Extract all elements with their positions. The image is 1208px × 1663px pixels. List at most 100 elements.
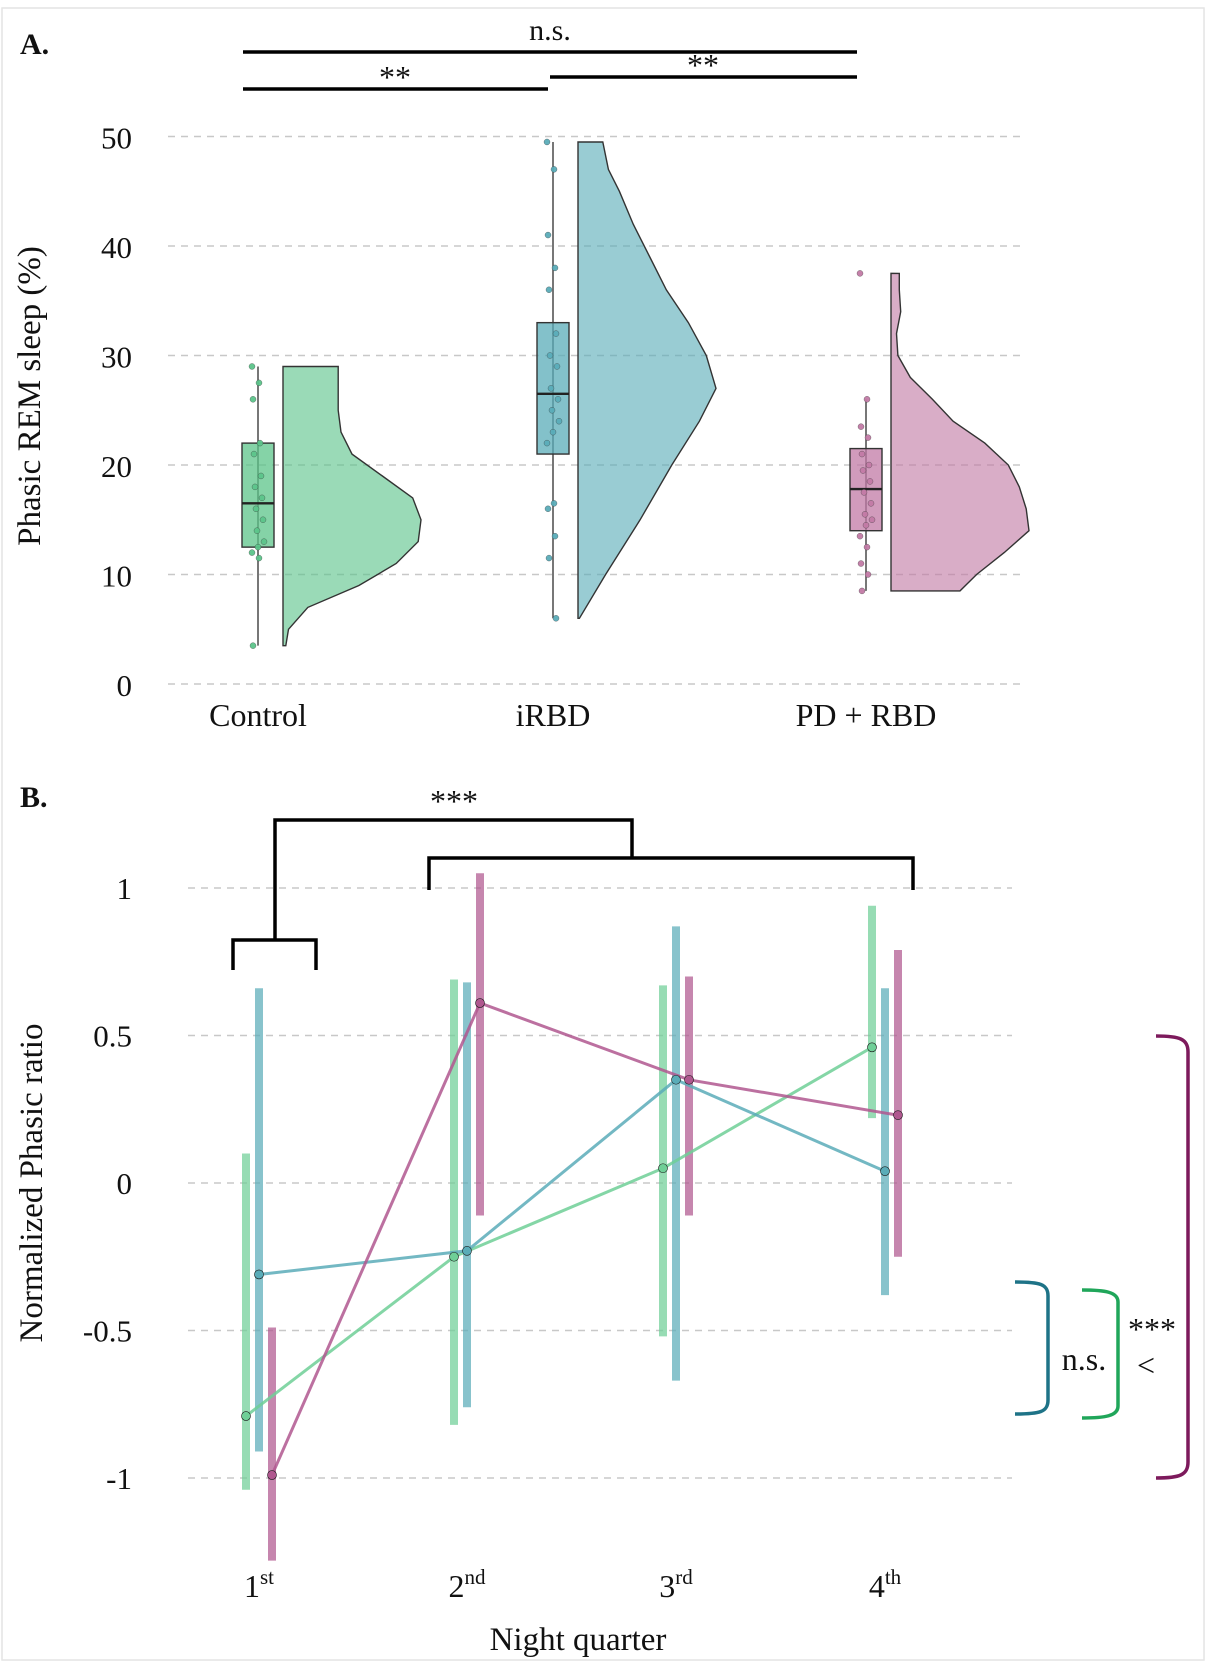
data-point [546,352,554,359]
panel-b-points [241,998,903,1480]
bracket-irbd-pdrbd-label: ** [687,47,719,83]
data-point [543,138,551,146]
data-point [551,264,559,272]
data-point [544,231,552,239]
a-y-tick-label: 20 [101,449,132,484]
panel-b: B. 1 0.5 0 -0.5 -1 Normalized Phasic ratio 1… [14,781,1190,1658]
series-line [270,1001,899,1476]
a-y-tick-label: 0 [117,668,133,703]
panel-b-error-bars [242,873,902,1561]
data-point [251,483,259,491]
panel-b-series-lines [245,1001,899,1476]
panel-b-y-tick-labels: 1 0.5 0 -0.5 -1 [83,871,132,1496]
data-point [863,543,871,551]
box [241,442,275,548]
bracket-top-connector [273,818,634,940]
data-point [549,428,557,436]
a-y-tick-label: 10 [101,559,132,594]
data-point [857,560,865,567]
data-point [543,439,551,447]
data-point [858,587,866,595]
data-point [857,423,865,430]
data-point [552,615,560,622]
a-x-tick-label: PD + RBD [796,697,937,733]
a-y-tick-label: 40 [101,230,132,265]
significance-brackets-b: *** n.s. *** < [231,783,1190,1480]
series-line [245,1046,873,1418]
side-bracket-green [1081,1288,1120,1420]
series-point [671,1074,681,1085]
side-bracket-purple [1155,1034,1190,1480]
b-x-tick-label: 2nd [449,1565,487,1604]
data-point [856,270,864,277]
panel-a-y-axis-label: Phasic REM sleep (%) [12,246,48,546]
data-point [860,489,868,496]
data-point [253,527,261,534]
data-point [550,166,558,173]
data-point [255,379,263,387]
data-point [548,407,556,414]
group-2 [849,270,1030,595]
data-point [867,500,875,507]
bracket-ns-label: n.s. [529,14,571,47]
data-point [868,516,876,523]
bracket-control-irbd-label: ** [379,59,411,95]
data-point [550,500,558,507]
data-point [256,439,264,447]
a-x-tick-label: Control [209,697,307,733]
panel-b-y-axis-label: Normalized Phasic ratio [14,1024,50,1343]
series-point [449,1251,459,1262]
group-1 [536,138,717,622]
b-x-tick-label: 1st [244,1565,274,1604]
data-point [554,396,562,403]
data-point [859,467,867,474]
b-y-tick-label: -1 [106,1461,132,1496]
significance-brackets-a: n.s. ** ** [243,14,857,95]
data-point [248,363,256,370]
panel-a: A. 0 10 20 30 40 50 Phasic REM sleep (%) Cont… [12,14,1030,733]
data-point [547,385,555,392]
data-point [856,533,864,540]
a-y-tick-label: 30 [101,340,132,375]
group-0 [241,363,422,649]
a-y-tick-label: 50 [101,121,132,156]
density-cloud [890,272,1030,592]
density-cloud [282,365,422,647]
a-x-tick-label: iRBD [516,697,591,733]
panel-b-x-axis-label: Night quarter [490,1622,667,1658]
data-point [866,478,874,485]
data-point [252,505,260,512]
data-point [864,434,872,441]
data-point [254,543,262,551]
data-point [249,642,257,649]
data-point [545,286,553,293]
side-bracket-ns-label: n.s. [1062,1341,1106,1377]
series-point [254,1269,264,1280]
side-bracket-less-than-label: < [1137,1347,1155,1383]
bracket-top-label: *** [430,783,478,819]
data-point [260,538,268,545]
data-point [858,450,866,458]
data-point [250,450,258,458]
panel-a-x-tick-labels: Control iRBD PD + RBD [209,697,936,733]
panel-a-groups [241,138,1030,649]
data-point [255,554,263,562]
data-point [248,549,256,556]
series-point [475,998,485,1008]
panel-b-x-tick-labels: 1st 2nd 3rd 4th [244,1565,902,1604]
b-y-tick-label: 0.5 [93,1019,132,1054]
series-point [267,1470,277,1480]
side-bracket-teal [1014,1280,1050,1416]
data-point [258,494,266,502]
side-bracket-stars-label: *** [1128,1311,1176,1347]
series-line [258,1078,886,1276]
density-cloud [577,141,717,619]
panel-b-label: B. [20,781,48,814]
series-point [684,1074,694,1085]
data-point [259,516,267,523]
panel-a-y-tick-labels: 0 10 20 30 40 50 [101,121,132,704]
b-x-tick-label: 4th [869,1565,902,1604]
series-point [462,1246,472,1256]
data-point [544,505,552,512]
